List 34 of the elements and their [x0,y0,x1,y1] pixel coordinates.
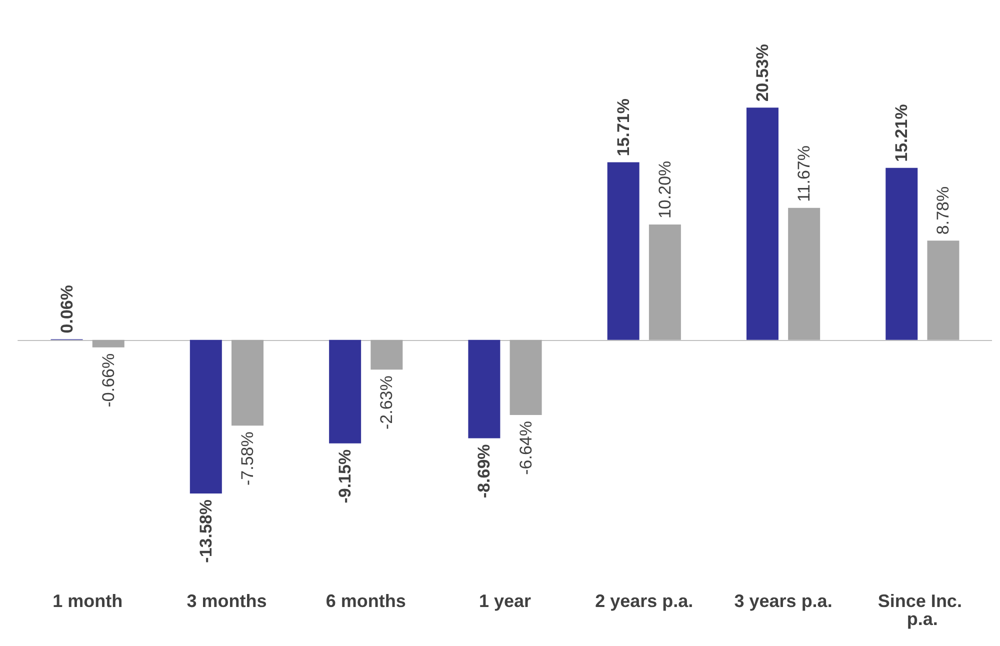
bar [329,340,362,444]
x-tick-label: 2 years p.a. [595,591,694,611]
bar [190,340,222,494]
x-tick-label: Since Inc. p.a. [878,591,967,629]
data-label: -7.58% [238,432,258,486]
x-tick-label: 3 months [186,591,267,611]
x-tick-label: 1 year [478,591,532,611]
bar [788,208,820,340]
x-tick-label: 3 years p.a. [734,591,832,611]
bar [607,162,640,340]
data-label: -9.15% [336,449,355,504]
data-label: 10.20% [655,160,674,219]
bar [927,240,960,340]
data-label: 0.06% [57,285,76,334]
data-label: -8.69% [474,444,494,498]
data-label: -2.63% [377,376,396,430]
data-label: 15.71% [614,98,633,156]
x-tick-label: 6 months [326,591,406,611]
bar [370,340,403,370]
data-label: -6.64% [516,421,536,475]
data-label: 11.67% [794,145,814,202]
bar [92,340,124,348]
data-label: -13.58% [196,500,216,563]
bar [510,340,542,416]
bar [648,224,681,340]
data-label: 8.78% [934,186,953,235]
data-label: -0.66% [98,353,118,408]
bar [468,340,500,438]
bar [232,340,264,426]
bar [746,108,778,340]
bar [886,168,918,340]
data-label: 20.53% [752,44,772,102]
data-label: 15.21% [892,104,912,162]
x-tick-label: 1 month [52,591,123,611]
